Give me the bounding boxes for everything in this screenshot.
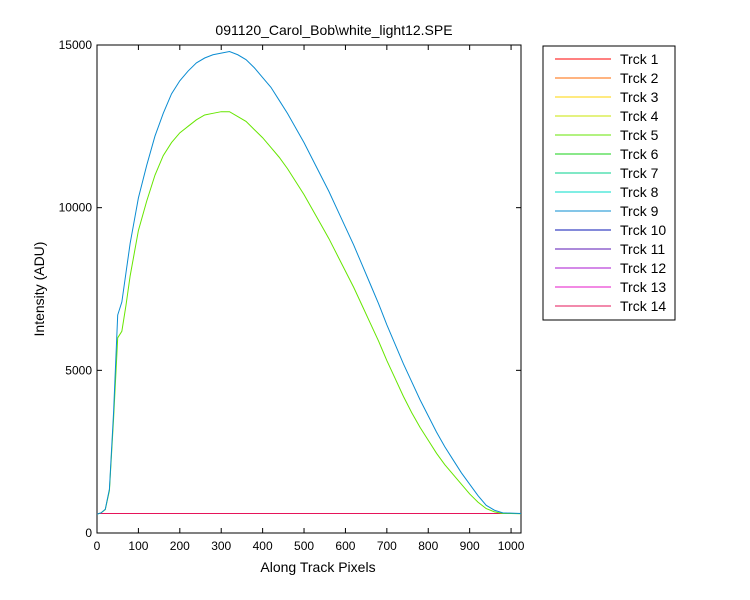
y-tick-label: 0 xyxy=(85,526,92,540)
x-tick-label: 400 xyxy=(253,539,273,553)
chart-title: 091120_Carol_Bob\white_light12.SPE xyxy=(215,22,452,38)
legend: Trck 1 Trck 2 Trck 3 Trck 4 Trck 5 Trck 6 Trck… xyxy=(542,45,676,321)
legend-entry-1: Trck 1 xyxy=(620,51,659,67)
legend-entry-11: Trck 11 xyxy=(620,241,665,257)
legend-box xyxy=(542,45,676,321)
legend-entry-10: Trck 10 xyxy=(620,222,666,238)
x-tick-label: 200 xyxy=(170,539,190,553)
x-tick-label: 600 xyxy=(335,539,355,553)
legend-entry-2: Trck 2 xyxy=(620,70,659,86)
x-tick-label: 1000 xyxy=(498,539,525,553)
y-axis-label: Intensity (ADU) xyxy=(31,242,47,337)
legend-entry-12: Trck 12 xyxy=(620,260,666,276)
x-tick-label: 500 xyxy=(294,539,314,553)
legend-entry-13: Trck 13 xyxy=(620,279,666,295)
x-tick-label: 700 xyxy=(377,539,397,553)
y-tick-label: 10000 xyxy=(59,201,93,215)
legend-entry-14: Trck 14 xyxy=(620,298,666,314)
y-tick-label: 15000 xyxy=(59,38,93,52)
legend-entry-9: Trck 9 xyxy=(620,203,659,219)
x-tick-label: 0 xyxy=(94,539,101,553)
plot-area: 0 100 200 300 400 500 600 700 800 900 100005000100… xyxy=(59,38,525,553)
x-tick-label: 300 xyxy=(211,539,231,553)
legend-entry-7: Trck 7 xyxy=(620,165,659,181)
legend-entry-6: Trck 6 xyxy=(620,146,659,162)
legend-entry-3: Trck 3 xyxy=(620,89,659,105)
axes-box xyxy=(96,44,522,534)
x-tick-label: 100 xyxy=(128,539,148,553)
legend-entry-4: Trck 4 xyxy=(620,108,659,124)
legend-entry-5: Trck 5 xyxy=(620,127,659,143)
x-tick-label: 900 xyxy=(460,539,480,553)
x-axis-label: Along Track Pixels xyxy=(260,559,375,575)
series-line-5 xyxy=(96,111,522,515)
series-line-9 xyxy=(96,50,522,515)
x-tick-label: 800 xyxy=(418,539,438,553)
legend-entry-8: Trck 8 xyxy=(620,184,659,200)
y-tick-label: 5000 xyxy=(65,363,92,377)
